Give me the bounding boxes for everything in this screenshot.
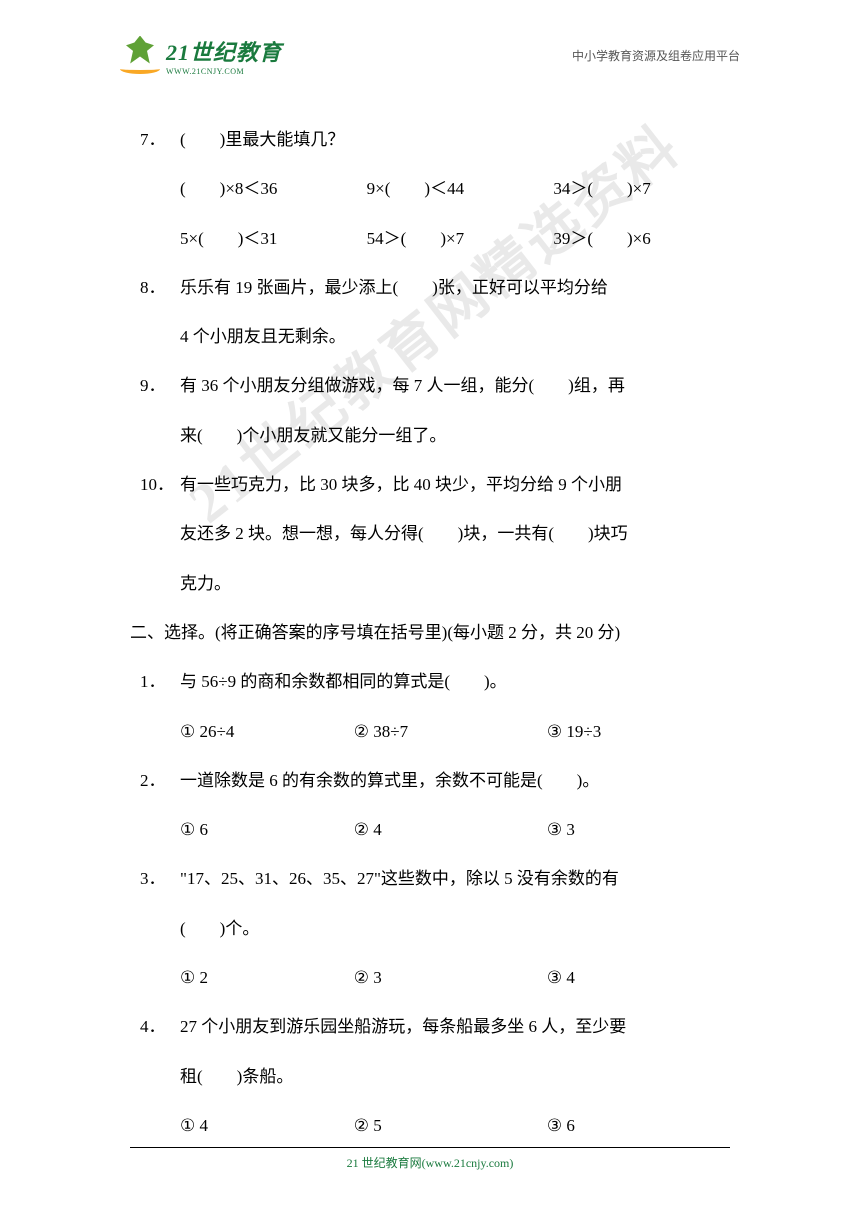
- s2-q4-opts: ① 4 ② 5 ③ 6: [130, 1101, 740, 1150]
- s2-q3-line2: ( )个。: [130, 904, 740, 953]
- question-num-7: 7．: [140, 115, 166, 164]
- question-7: 7． ( )里最大能填几？: [130, 115, 740, 164]
- page-header: 21世纪教育 WWW.21CNJY.COM 中小学教育资源及组卷应用平台: [120, 35, 740, 76]
- q7-r2-c: 39＞( )×6: [553, 214, 740, 263]
- s2-q2-opt-c: ③ 3: [547, 805, 740, 854]
- q7-r2-b: 54＞( )×7: [367, 214, 554, 263]
- s2-q2-opt-a: ① 6: [180, 805, 354, 854]
- logo-person-icon: [120, 36, 160, 76]
- document-content: 7． ( )里最大能填几？ ( )×8＜36 9×( )＜44 34＞( )×7…: [130, 115, 740, 1150]
- header-right-text: 中小学教育资源及组卷应用平台: [572, 47, 740, 64]
- s2-q1-opt-a: ① 26÷4: [180, 707, 354, 756]
- s2-q4-opt-b: ② 5: [354, 1101, 547, 1150]
- q8-line2: 4 个小朋友且无剩余。: [130, 312, 740, 361]
- q9-line1: 有 36 个小朋友分组做游戏，每 7 人一组，能分( )组，再: [180, 376, 625, 395]
- q10-line2: 友还多 2 块。想一想，每人分得( )块，一共有( )块巧: [130, 509, 740, 558]
- logo: 21世纪教育 WWW.21CNJY.COM: [120, 35, 282, 76]
- s2-q1-opts: ① 26÷4 ② 38÷7 ③ 19÷3: [130, 707, 740, 756]
- q7-r1-b: 9×( )＜44: [367, 164, 554, 213]
- q7-row2: 5×( )＜31 54＞( )×7 39＞( )×6: [130, 214, 740, 263]
- question-9: 9． 有 36 个小朋友分组做游戏，每 7 人一组，能分( )组，再: [130, 361, 740, 410]
- logo-sub-text: WWW.21CNJY.COM: [166, 67, 282, 76]
- s2-q1: 1． 与 56÷9 的商和余数都相同的算式是( )。: [130, 657, 740, 706]
- section-2-header: 二、选择。(将正确答案的序号填在括号里)(每小题 2 分，共 20 分): [130, 608, 740, 657]
- s2-q3: 3． "17、25、31、26、35、27"这些数中，除以 5 没有余数的有: [130, 854, 740, 903]
- s2-q1-opt-c: ③ 19÷3: [547, 707, 740, 756]
- s2-q2-opts: ① 6 ② 4 ③ 3: [130, 805, 740, 854]
- s2-q3-line1: "17、25、31、26、35、27"这些数中，除以 5 没有余数的有: [180, 869, 619, 888]
- s2-q2: 2． 一道除数是 6 的有余数的算式里，余数不可能是( )。: [130, 756, 740, 805]
- q7-r1-a: ( )×8＜36: [180, 164, 367, 213]
- s2-q4-line2: 租( )条船。: [130, 1052, 740, 1101]
- s2-q3-opts: ① 2 ② 3 ③ 4: [130, 953, 740, 1002]
- s2-q4-line1: 27 个小朋友到游乐园坐船游玩，每条船最多坐 6 人，至少要: [180, 1017, 626, 1036]
- question-10: 10． 有一些巧克力，比 30 块多，比 40 块少，平均分给 9 个小朋: [130, 460, 740, 509]
- s2-q3-opt-b: ② 3: [354, 953, 547, 1002]
- s2-q2-text: 一道除数是 6 的有余数的算式里，余数不可能是( )。: [180, 771, 599, 790]
- question-num-8: 8．: [140, 263, 166, 312]
- question-7-text: ( )里最大能填几？: [180, 130, 344, 149]
- s2-q3-opt-c: ③ 4: [547, 953, 740, 1002]
- s2-q4: 4． 27 个小朋友到游乐园坐船游玩，每条船最多坐 6 人，至少要: [130, 1002, 740, 1051]
- s2-q3-num: 3．: [140, 854, 166, 903]
- s2-q2-opt-b: ② 4: [354, 805, 547, 854]
- q7-row1: ( )×8＜36 9×( )＜44 34＞( )×7: [130, 164, 740, 213]
- s2-q4-opt-a: ① 4: [180, 1101, 354, 1150]
- s2-q4-num: 4．: [140, 1002, 166, 1051]
- q8-line1: 乐乐有 19 张画片，最少添上( )张，正好可以平均分给: [180, 278, 608, 297]
- s2-q1-opt-b: ② 38÷7: [354, 707, 547, 756]
- q9-line2: 来( )个小朋友就又能分一组了。: [130, 411, 740, 460]
- question-8: 8． 乐乐有 19 张画片，最少添上( )张，正好可以平均分给: [130, 263, 740, 312]
- s2-q4-opt-c: ③ 6: [547, 1101, 740, 1150]
- q7-r2-a: 5×( )＜31: [180, 214, 367, 263]
- q10-line1: 有一些巧克力，比 30 块多，比 40 块少，平均分给 9 个小朋: [180, 475, 622, 494]
- question-num-10: 10．: [140, 460, 174, 509]
- s2-q1-text: 与 56÷9 的商和余数都相同的算式是( )。: [180, 672, 507, 691]
- s2-q2-num: 2．: [140, 756, 166, 805]
- logo-main-text: 21世纪教育: [166, 35, 282, 67]
- q7-r1-c: 34＞( )×7: [553, 164, 740, 213]
- question-num-9: 9．: [140, 361, 166, 410]
- footer-text: 21 世纪教育网(www.21cnjy.com): [0, 1154, 860, 1171]
- s2-q1-num: 1．: [140, 657, 166, 706]
- q10-line3: 克力。: [130, 559, 740, 608]
- s2-q3-opt-a: ① 2: [180, 953, 354, 1002]
